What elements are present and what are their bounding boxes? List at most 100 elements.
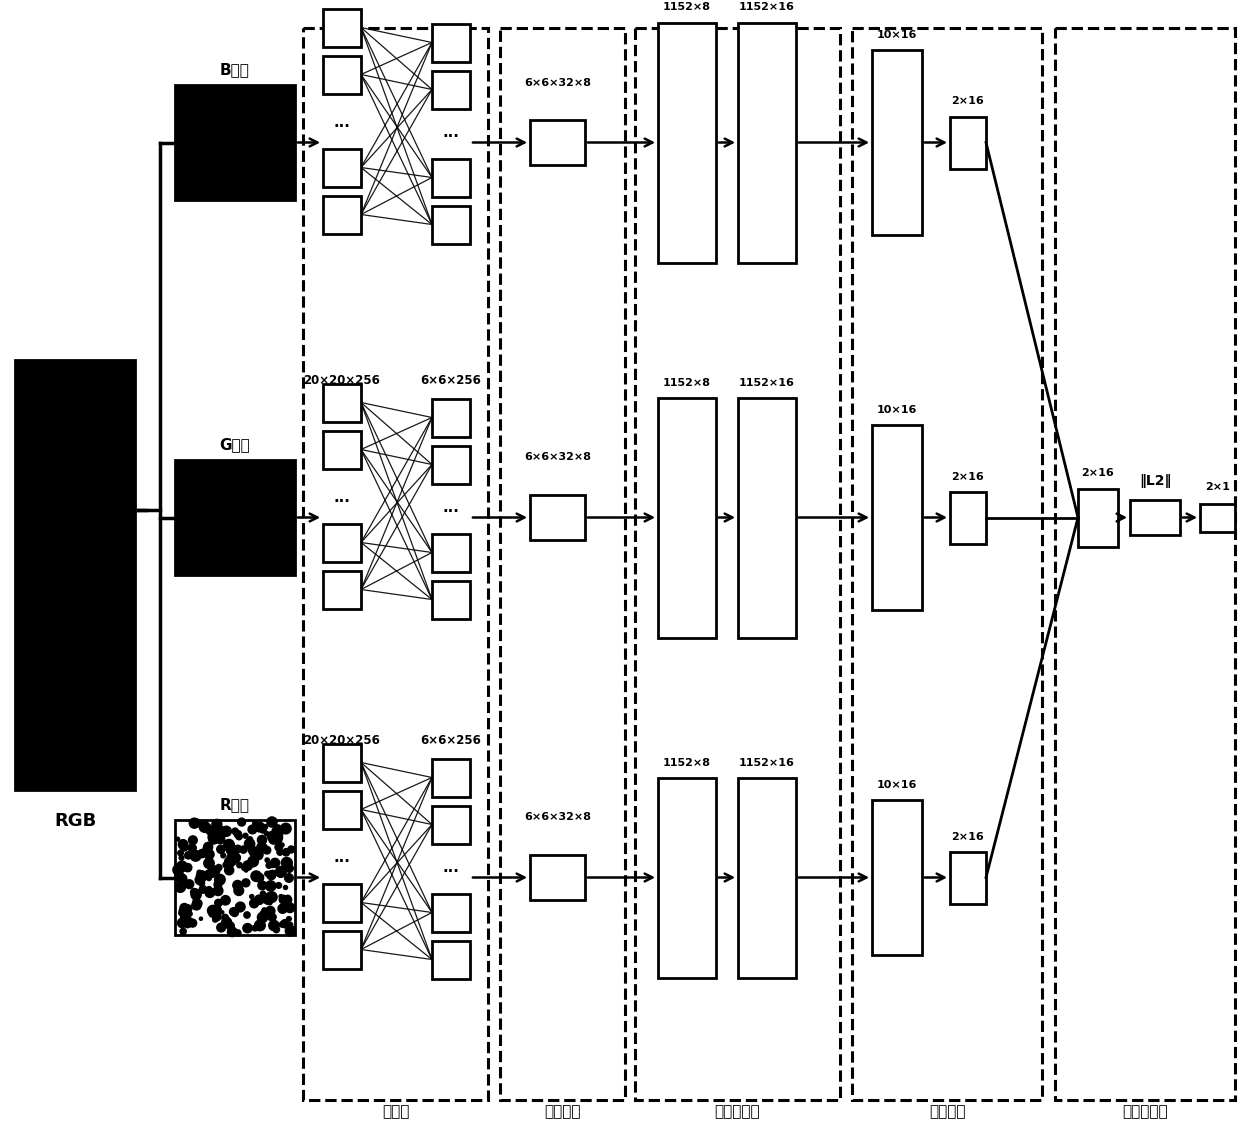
Point <box>180 905 200 923</box>
Point <box>277 854 296 872</box>
Point <box>197 819 217 837</box>
Point <box>231 898 250 916</box>
Point <box>198 864 218 882</box>
Point <box>279 869 299 887</box>
Point <box>236 873 255 891</box>
Bar <box>1055 28 1235 1100</box>
Point <box>262 867 281 885</box>
Point <box>171 849 191 867</box>
Point <box>174 835 193 853</box>
Text: 1152×16: 1152×16 <box>739 378 795 388</box>
Point <box>246 815 265 833</box>
Point <box>233 841 253 859</box>
Point <box>167 831 187 849</box>
Text: 6×6×32×8: 6×6×32×8 <box>525 453 591 462</box>
Point <box>193 880 213 898</box>
Point <box>216 855 236 873</box>
Point <box>280 898 300 916</box>
Point <box>222 923 242 941</box>
Point <box>208 859 228 877</box>
Bar <box>432 941 470 978</box>
Point <box>207 815 227 833</box>
Point <box>248 845 268 863</box>
Point <box>219 837 239 855</box>
Text: 2×16: 2×16 <box>951 97 985 106</box>
Bar <box>500 28 625 1100</box>
Text: 1152×8: 1152×8 <box>663 2 711 12</box>
Text: 数字胶囊层: 数字胶囊层 <box>714 1104 760 1119</box>
Point <box>217 913 237 931</box>
Point <box>273 836 293 854</box>
Point <box>186 896 206 914</box>
Bar <box>432 806 470 843</box>
Bar <box>303 28 489 1100</box>
Point <box>171 902 191 920</box>
Point <box>263 827 283 845</box>
Point <box>187 814 207 832</box>
Point <box>258 864 278 882</box>
Point <box>226 849 246 867</box>
Point <box>275 915 295 933</box>
Point <box>279 909 299 928</box>
Point <box>211 822 231 840</box>
Point <box>200 884 219 902</box>
Bar <box>175 460 295 575</box>
Point <box>221 849 241 867</box>
Point <box>229 857 249 875</box>
Point <box>236 827 255 845</box>
Bar <box>322 790 361 828</box>
Point <box>249 869 269 887</box>
Point <box>280 922 300 940</box>
Point <box>216 908 236 926</box>
Text: R通道: R通道 <box>219 797 250 811</box>
Point <box>186 893 206 911</box>
Point <box>169 861 188 879</box>
Point <box>198 866 218 884</box>
Point <box>216 854 236 872</box>
Point <box>263 855 283 873</box>
Point <box>188 895 208 913</box>
Point <box>226 823 246 841</box>
Point <box>257 841 277 859</box>
Text: ...: ... <box>334 490 351 505</box>
Bar <box>432 205 470 243</box>
Point <box>273 915 293 933</box>
Point <box>224 904 244 922</box>
Bar <box>1130 500 1180 535</box>
Point <box>182 838 202 857</box>
Bar <box>432 580 470 619</box>
Point <box>195 818 215 836</box>
Point <box>200 845 219 863</box>
Point <box>228 840 248 858</box>
Point <box>241 857 260 875</box>
Point <box>250 916 270 934</box>
Point <box>211 919 231 937</box>
Bar <box>950 116 986 169</box>
Point <box>170 868 190 886</box>
Bar <box>872 50 923 236</box>
Point <box>278 889 298 907</box>
Point <box>273 899 293 917</box>
Point <box>258 851 278 869</box>
Bar <box>432 71 470 108</box>
Point <box>202 864 222 882</box>
Point <box>206 911 226 929</box>
Point <box>213 846 233 864</box>
Bar <box>432 445 470 483</box>
Bar <box>635 28 839 1100</box>
Point <box>263 864 283 882</box>
Point <box>239 835 259 853</box>
Text: 20×20×256: 20×20×256 <box>304 735 381 747</box>
Point <box>203 831 223 849</box>
Bar <box>322 884 361 922</box>
Point <box>252 838 272 857</box>
Point <box>263 908 283 926</box>
Point <box>243 854 263 872</box>
Point <box>234 859 254 877</box>
Point <box>229 827 249 845</box>
Bar <box>322 744 361 781</box>
Point <box>184 832 203 850</box>
Point <box>278 890 298 908</box>
Point <box>280 916 300 934</box>
Text: 2×16: 2×16 <box>951 471 985 481</box>
